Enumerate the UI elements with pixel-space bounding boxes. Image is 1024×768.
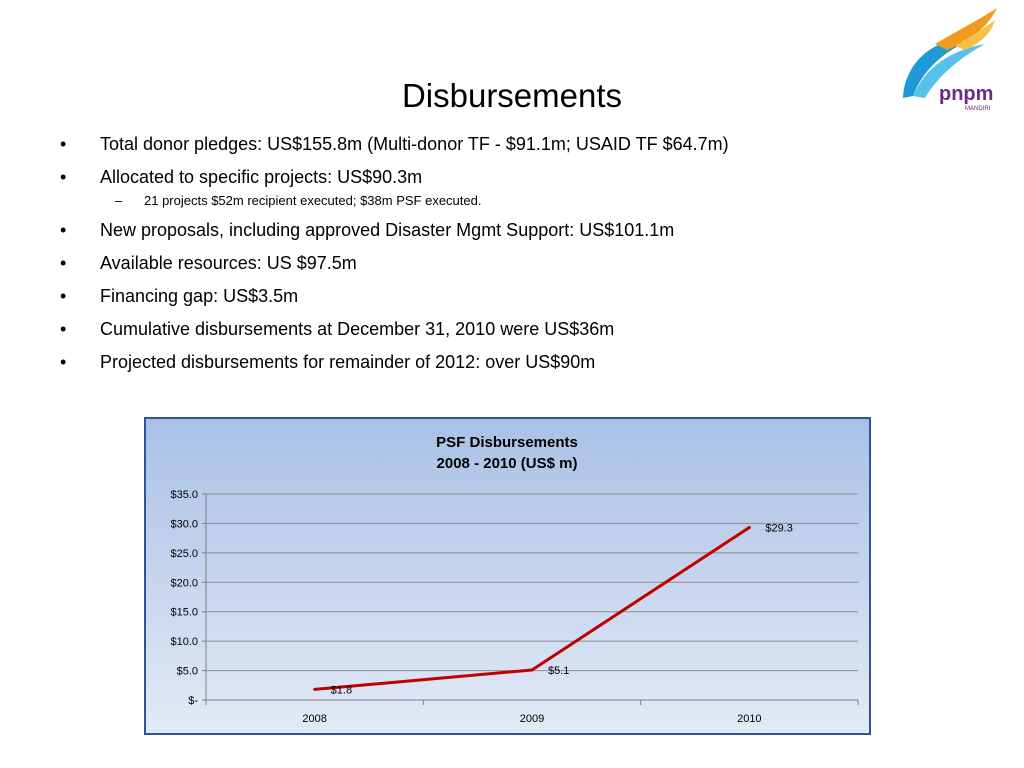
x-tick-label: 2009 xyxy=(520,713,544,725)
data-label: $5.1 xyxy=(548,665,569,677)
bullet-dot-icon: • xyxy=(60,253,67,273)
bullet-text: Available resources: US $97.5m xyxy=(100,253,357,273)
bullet-text: Projected disbursements for remainder of… xyxy=(100,352,596,372)
data-label: $29.3 xyxy=(765,523,793,535)
chart-title: PSF Disbursements xyxy=(436,434,578,451)
bullet-item: • Projected disbursements for remainder o… xyxy=(60,351,920,373)
pnpm-mandiri-logo: pnpm MANDIRI xyxy=(895,6,999,114)
y-tick-label: $15.0 xyxy=(170,607,198,619)
bullet-text: Cumulative disbursements at December 31,… xyxy=(100,319,615,339)
y-tick-label: $30.0 xyxy=(170,518,198,530)
bullet-item: • Available resources: US $97.5m xyxy=(60,252,920,274)
bullet-text: New proposals, including approved Disast… xyxy=(100,220,675,240)
dash-bullet-icon: – xyxy=(115,193,123,208)
y-tick-label: $35.0 xyxy=(170,489,198,501)
series-line xyxy=(314,526,751,691)
bullet-text: Allocated to specific projects: US$90.3m xyxy=(100,167,423,187)
bullet-item: • Financing gap: US$3.5m xyxy=(60,285,920,307)
bullet-text: Total donor pledges: US$155.8m (Multi-do… xyxy=(100,134,729,154)
y-tick-label: $10.0 xyxy=(170,636,198,648)
logo-brand-text: pnpm xyxy=(939,83,993,105)
bullet-item: • Cumulative disbursements at December 31… xyxy=(60,318,920,340)
y-tick-label: $- xyxy=(188,695,198,707)
bullet-item: • New proposals, including approved Disas… xyxy=(60,219,920,241)
psf-disbursements-chart: PSF Disbursements 2008 - 2010 (US$ m) $- $5… xyxy=(170,434,859,725)
logo-graphic: pnpm MANDIRI xyxy=(903,8,997,112)
data-point xyxy=(313,687,317,691)
bullet-dot-icon: • xyxy=(60,220,67,240)
bullet-text: Financing gap: US$3.5m xyxy=(100,286,299,306)
sub-bullet-item: – 21 projects $52m recipient executed; $3… xyxy=(60,193,920,209)
x-tick-label: 2010 xyxy=(737,713,761,725)
bullet-item: • Total donor pledges: US$155.8m (Multi-d… xyxy=(60,133,920,155)
bullet-item: • Allocated to specific projects: US$90.3… xyxy=(60,166,920,188)
chart-subtitle: 2008 - 2010 (US$ m) xyxy=(437,455,578,472)
x-tick-label: 2008 xyxy=(302,713,326,725)
y-tick-label: $5.0 xyxy=(177,666,198,678)
chart-panel: PSF Disbursements 2008 - 2010 (US$ m) $- $5… xyxy=(144,417,871,735)
bullet-dot-icon: • xyxy=(60,286,67,306)
slide-title: Disbursements xyxy=(401,77,623,114)
bullet-text: 21 projects $52m recipient executed; $38… xyxy=(144,193,482,208)
bullet-dot-icon: • xyxy=(60,352,67,372)
data-point xyxy=(530,668,534,672)
bullet-dot-icon: • xyxy=(60,134,67,154)
y-tick-label: $20.0 xyxy=(170,577,198,589)
bullet-dot-icon: • xyxy=(60,319,67,339)
y-tick-label: $25.0 xyxy=(170,548,198,560)
bullet-dot-icon: • xyxy=(60,167,67,187)
data-label: $1.8 xyxy=(331,684,352,696)
logo-sub-text: MANDIRI xyxy=(965,106,991,112)
bullet-list: • Total donor pledges: US$155.8m (Multi-d… xyxy=(60,133,920,384)
data-point xyxy=(747,526,751,530)
